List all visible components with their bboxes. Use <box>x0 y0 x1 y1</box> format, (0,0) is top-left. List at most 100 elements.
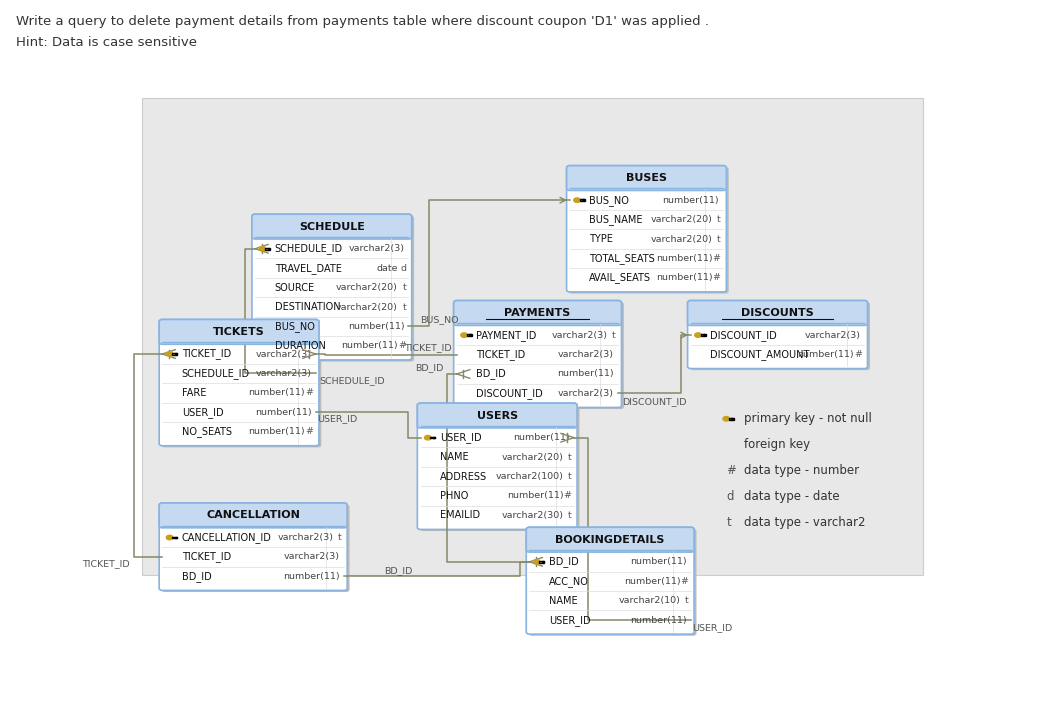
Text: USER_ID: USER_ID <box>692 622 733 632</box>
Text: t: t <box>567 453 572 461</box>
FancyBboxPatch shape <box>527 527 694 634</box>
Text: USER_ID: USER_ID <box>318 414 357 423</box>
Text: TOTAL_SEATS: TOTAL_SEATS <box>589 253 655 264</box>
Text: varchar2(3): varchar2(3) <box>278 533 333 542</box>
FancyBboxPatch shape <box>252 215 411 360</box>
Text: varchar2(3): varchar2(3) <box>284 552 339 562</box>
Text: number(11): number(11) <box>630 557 687 566</box>
FancyBboxPatch shape <box>454 301 621 407</box>
FancyBboxPatch shape <box>172 353 177 355</box>
Text: DURATION: DURATION <box>275 341 326 351</box>
Text: number(11): number(11) <box>249 388 305 397</box>
Text: number(11): number(11) <box>513 433 569 442</box>
Text: ADDRESS: ADDRESS <box>440 472 487 482</box>
Text: number(11): number(11) <box>662 196 719 205</box>
Text: BD_ID: BD_ID <box>549 557 579 567</box>
Text: t: t <box>402 283 406 292</box>
Text: ACC_NO: ACC_NO <box>549 576 589 587</box>
Text: SCHEDULE_ID: SCHEDULE_ID <box>320 376 385 385</box>
FancyBboxPatch shape <box>454 301 621 325</box>
Text: SCHEDULE_ID: SCHEDULE_ID <box>275 243 342 254</box>
Text: BUS_NAME: BUS_NAME <box>589 214 642 225</box>
Text: TRAVEL_DATE: TRAVEL_DATE <box>275 263 341 273</box>
Text: varchar2(20): varchar2(20) <box>336 303 398 311</box>
Text: varchar2(3): varchar2(3) <box>256 350 311 358</box>
Text: number(11): number(11) <box>348 322 404 331</box>
FancyBboxPatch shape <box>175 353 177 354</box>
FancyBboxPatch shape <box>542 561 543 562</box>
Text: PHNO: PHNO <box>440 491 468 501</box>
Text: NAME: NAME <box>549 596 578 606</box>
FancyBboxPatch shape <box>172 537 177 538</box>
Text: #: # <box>305 388 313 397</box>
Text: SCHEDULE: SCHEDULE <box>299 222 364 231</box>
Text: varchar2(3): varchar2(3) <box>558 350 614 359</box>
Text: BD_ID: BD_ID <box>384 566 412 576</box>
Text: varchar2(3): varchar2(3) <box>256 369 311 378</box>
Text: Write a query to delete payment details from payments table where discount coupo: Write a query to delete payment details … <box>16 15 709 29</box>
Circle shape <box>574 198 581 203</box>
Text: varchar2(3): varchar2(3) <box>558 389 614 398</box>
Text: varchar2(20): varchar2(20) <box>651 215 713 224</box>
Text: varchar2(30): varchar2(30) <box>502 511 563 520</box>
Circle shape <box>723 416 730 421</box>
Circle shape <box>694 333 702 337</box>
FancyBboxPatch shape <box>566 165 727 292</box>
FancyBboxPatch shape <box>580 199 584 201</box>
Text: t: t <box>685 596 688 605</box>
Text: d: d <box>400 264 406 273</box>
Text: USERS: USERS <box>477 411 517 421</box>
Circle shape <box>167 536 173 540</box>
FancyBboxPatch shape <box>161 321 322 447</box>
Text: BD_ID: BD_ID <box>476 369 506 379</box>
Text: varchar2(3): varchar2(3) <box>805 331 860 339</box>
Text: NAME: NAME <box>440 452 468 462</box>
Text: TYPE: TYPE <box>589 234 613 244</box>
Text: #: # <box>305 427 313 436</box>
Text: varchar2(20): varchar2(20) <box>502 453 563 461</box>
FancyBboxPatch shape <box>566 165 727 191</box>
Text: varchar2(10): varchar2(10) <box>618 596 681 605</box>
FancyBboxPatch shape <box>159 320 319 344</box>
Text: PAYMENTS: PAYMENTS <box>505 308 570 318</box>
Text: CANCELLATION_ID: CANCELLATION_ID <box>182 532 272 543</box>
Text: #: # <box>854 350 862 359</box>
Text: d: d <box>727 490 734 503</box>
FancyBboxPatch shape <box>159 503 347 590</box>
Text: #: # <box>563 491 572 501</box>
Text: data type - number: data type - number <box>744 464 859 477</box>
FancyBboxPatch shape <box>527 527 694 552</box>
Text: varchar2(20): varchar2(20) <box>651 235 713 243</box>
Text: number(11): number(11) <box>656 254 713 263</box>
FancyBboxPatch shape <box>569 168 729 294</box>
Text: SCHEDULE_ID: SCHEDULE_ID <box>182 368 250 379</box>
FancyBboxPatch shape <box>729 418 734 420</box>
Text: number(11): number(11) <box>249 427 305 436</box>
FancyBboxPatch shape <box>430 437 435 438</box>
Text: varchar2(3): varchar2(3) <box>552 331 608 339</box>
Text: number(11): number(11) <box>656 273 713 283</box>
FancyBboxPatch shape <box>265 248 270 250</box>
Circle shape <box>259 247 265 251</box>
Text: #: # <box>681 577 688 586</box>
Text: varchar2(100): varchar2(100) <box>496 472 563 481</box>
FancyBboxPatch shape <box>161 505 350 592</box>
Text: DISCOUNT_ID: DISCOUNT_ID <box>476 388 543 399</box>
FancyBboxPatch shape <box>582 199 584 200</box>
Text: data type - varchar2: data type - varchar2 <box>744 516 865 529</box>
Text: DISCOUNT_ID: DISCOUNT_ID <box>710 329 777 341</box>
Text: foreign key: foreign key <box>744 438 810 451</box>
Text: #: # <box>727 464 736 477</box>
Text: NO_SEATS: NO_SEATS <box>182 426 232 437</box>
FancyBboxPatch shape <box>690 302 870 370</box>
Text: t: t <box>727 516 731 529</box>
Text: number(11): number(11) <box>624 577 681 586</box>
Text: DISCOUNT_ID: DISCOUNT_ID <box>623 397 687 406</box>
Text: t: t <box>567 511 572 520</box>
Text: SOURCE: SOURCE <box>275 283 314 292</box>
Circle shape <box>533 559 540 564</box>
Text: number(11): number(11) <box>283 572 339 581</box>
Text: data type - date: data type - date <box>744 490 840 503</box>
Text: number(11): number(11) <box>797 350 854 359</box>
Text: TICKET_ID: TICKET_ID <box>182 348 231 360</box>
